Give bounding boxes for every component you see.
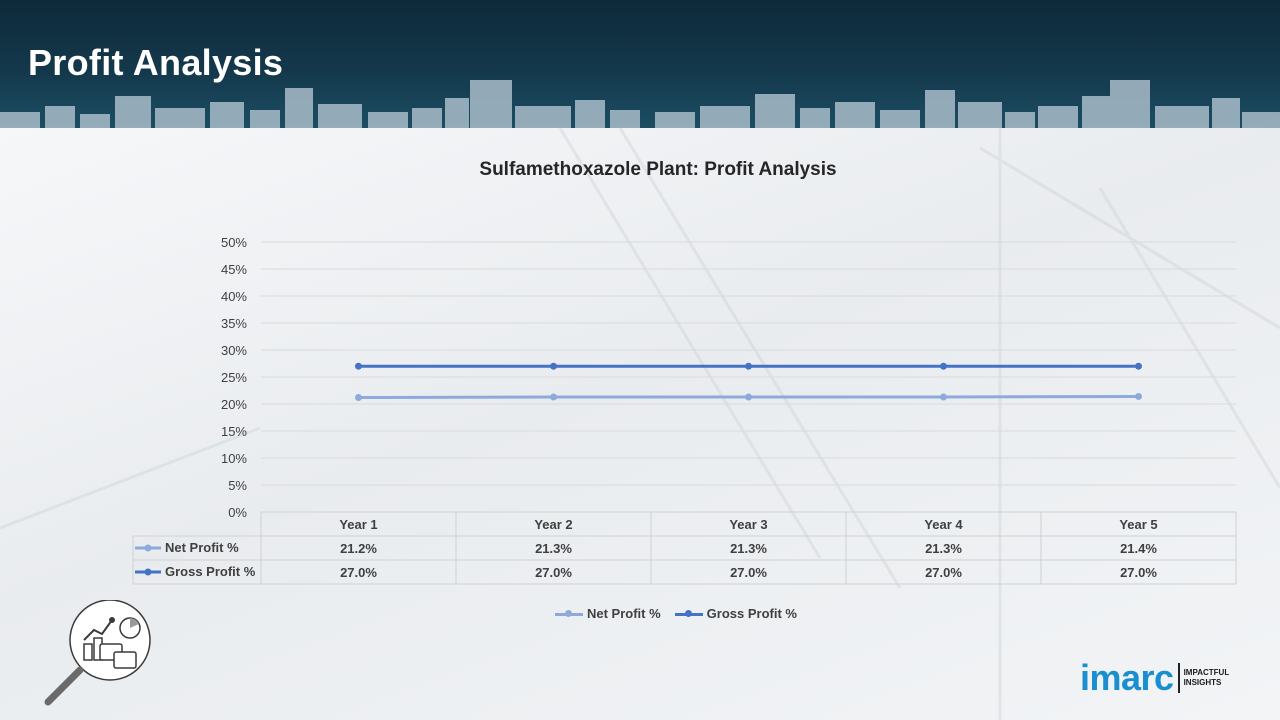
data-point (355, 394, 362, 402)
legend-swatch-gross-profit (674, 609, 703, 619)
y-tick-label: 50% (221, 235, 247, 250)
table-value-label: 21.3% (925, 541, 962, 556)
logo-divider (1177, 663, 1180, 693)
table-key-marker (144, 544, 152, 552)
table-value-label: 21.3% (730, 541, 767, 556)
y-tick-label: 0% (228, 505, 247, 520)
data-point (940, 362, 947, 370)
table-value-label: 21.2% (340, 541, 377, 556)
legend-label-net-profit: Net Profit % (587, 606, 661, 621)
table-value-label: 21.3% (535, 541, 572, 556)
x-category-label: Year 4 (924, 517, 963, 532)
legend-label-gross-profit: Gross Profit % (706, 606, 797, 621)
legend-swatch-net-profit (555, 609, 583, 619)
slide-body (0, 128, 1280, 720)
logo-tagline-line2: INSIGHTS (1183, 678, 1222, 687)
y-tick-label: 20% (221, 397, 247, 412)
data-point (1135, 392, 1142, 400)
page-title: Profit Analysis (28, 42, 284, 83)
x-category-label: Year 3 (729, 517, 767, 532)
data-point (745, 393, 752, 401)
industrial-background-graphic (0, 128, 1280, 720)
city-skyline-graphic (0, 80, 1280, 128)
y-tick-label: 35% (221, 316, 247, 331)
table-key-marker (144, 568, 152, 576)
y-tick-label: 15% (221, 424, 247, 439)
chart-title: Sulfamethoxazole Plant: Profit Analysis (479, 159, 837, 180)
table-value-label: 27.0% (925, 565, 962, 580)
table-series-name: Net Profit % (165, 540, 239, 555)
data-point (745, 362, 752, 370)
chart-legend: Net Profit % Gross Profit % (555, 606, 797, 621)
table-value-label: 21.4% (1120, 541, 1157, 556)
x-category-label: Year 5 (1119, 517, 1157, 532)
y-tick-label: 30% (221, 343, 247, 358)
imarc-logo: imarc IMPACTFUL INSIGHTS (1080, 660, 1229, 696)
y-tick-label: 10% (221, 451, 247, 466)
data-point (1135, 362, 1142, 370)
data-point (550, 393, 557, 401)
analysis-magnifier-icon (44, 600, 151, 706)
table-value-label: 27.0% (1120, 565, 1157, 580)
y-tick-label: 40% (221, 289, 247, 304)
table-series-name: Gross Profit % (165, 564, 256, 579)
data-point (940, 393, 947, 401)
table-value-label: 27.0% (535, 565, 572, 580)
data-point (355, 362, 362, 370)
data-point (550, 362, 557, 370)
x-category-label: Year 1 (339, 517, 377, 532)
legend-item-net-profit: Net Profit % (555, 606, 661, 621)
y-tick-label: 5% (228, 478, 247, 493)
logo-tagline-line1: IMPACTFUL (1183, 668, 1230, 677)
x-category-label: Year 2 (534, 517, 572, 532)
logo-wordmark: imarc (1080, 657, 1174, 698)
y-tick-label: 25% (221, 370, 247, 385)
logo-tagline: IMPACTFUL INSIGHTS (1184, 668, 1230, 688)
table-value-label: 27.0% (340, 565, 377, 580)
y-tick-label: 45% (221, 262, 247, 277)
header-banner: Profit Analysis (0, 0, 1280, 128)
table-value-label: 27.0% (730, 565, 767, 580)
legend-item-gross-profit: Gross Profit % (674, 606, 797, 621)
